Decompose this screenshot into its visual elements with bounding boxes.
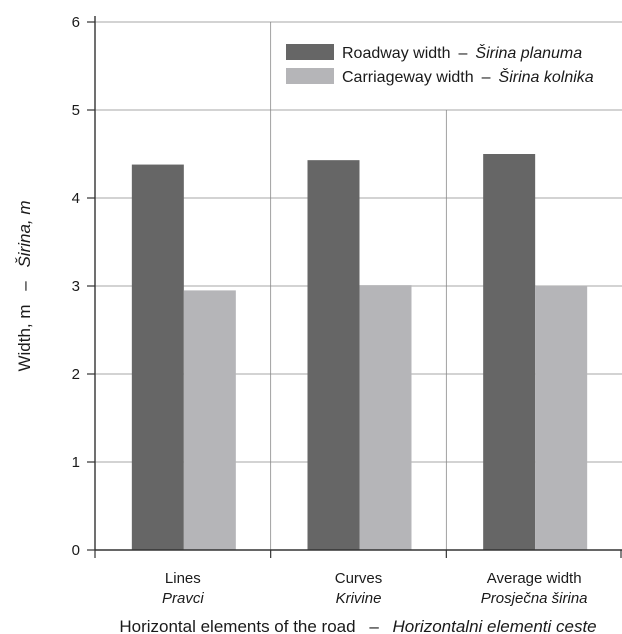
x-axis-title-main: Horizontal elements of the road xyxy=(119,617,355,634)
x-category-sublabel: Pravci xyxy=(162,590,204,607)
bar-carriageway xyxy=(535,286,588,550)
y-tick-label: 4 xyxy=(72,190,80,207)
y-axis-title-sub: Širina, m xyxy=(15,200,34,267)
y-axis-title-sep: – xyxy=(15,281,34,291)
legend-label-sep: – xyxy=(459,45,468,62)
y-tick-label: 1 xyxy=(72,454,80,471)
bar-carriageway xyxy=(183,290,236,550)
x-axis-title: Horizontal elements of the road – Horizo… xyxy=(119,617,596,634)
legend-label-sub: Širina planuma xyxy=(475,43,582,62)
legend-label: Carriageway width – Širina kolnika xyxy=(342,67,594,86)
x-categories: Lines Pravci Curves Krivine Average width Pro… xyxy=(162,570,588,607)
x-axis-title-sub: Horizontalni elementi ceste xyxy=(393,617,597,634)
x-category-label: Lines xyxy=(165,570,201,587)
bar-carriageway xyxy=(359,285,412,550)
y-tick-label: 5 xyxy=(72,102,80,119)
legend-label: Roadway width – Širina planuma xyxy=(342,43,582,62)
y-axis-title: Width, m – Širina, m xyxy=(15,200,34,371)
x-category-label: Average width xyxy=(487,570,582,587)
bar-roadway xyxy=(131,164,184,550)
x-category-label: Curves xyxy=(335,570,383,587)
legend: Roadway width – Širina planumaCarriageway … xyxy=(286,43,594,86)
x-category-sublabel: Prosječna širina xyxy=(481,590,588,607)
y-tick-label: 6 xyxy=(72,14,80,31)
y-ticks: 0 1 2 3 4 5 6 xyxy=(72,14,95,559)
y-tick-label: 2 xyxy=(72,366,80,383)
legend-swatch xyxy=(286,44,334,60)
y-axis-title-main: Width, m xyxy=(15,304,34,371)
legend-label-sub: Širina kolnika xyxy=(499,67,594,86)
bars xyxy=(131,154,588,550)
bar-roadway xyxy=(483,154,536,550)
legend-swatch xyxy=(286,68,334,84)
x-category-sublabel: Krivine xyxy=(336,590,382,607)
legend-label-main: Roadway width xyxy=(342,45,451,62)
y-tick-label: 0 xyxy=(72,542,80,559)
bar-roadway xyxy=(307,160,360,550)
x-axis-title-sep: – xyxy=(369,617,379,634)
legend-label-main: Carriageway width xyxy=(342,69,474,86)
axes xyxy=(94,16,622,558)
legend-label-sep: – xyxy=(482,69,491,86)
y-tick-label: 3 xyxy=(72,278,80,295)
